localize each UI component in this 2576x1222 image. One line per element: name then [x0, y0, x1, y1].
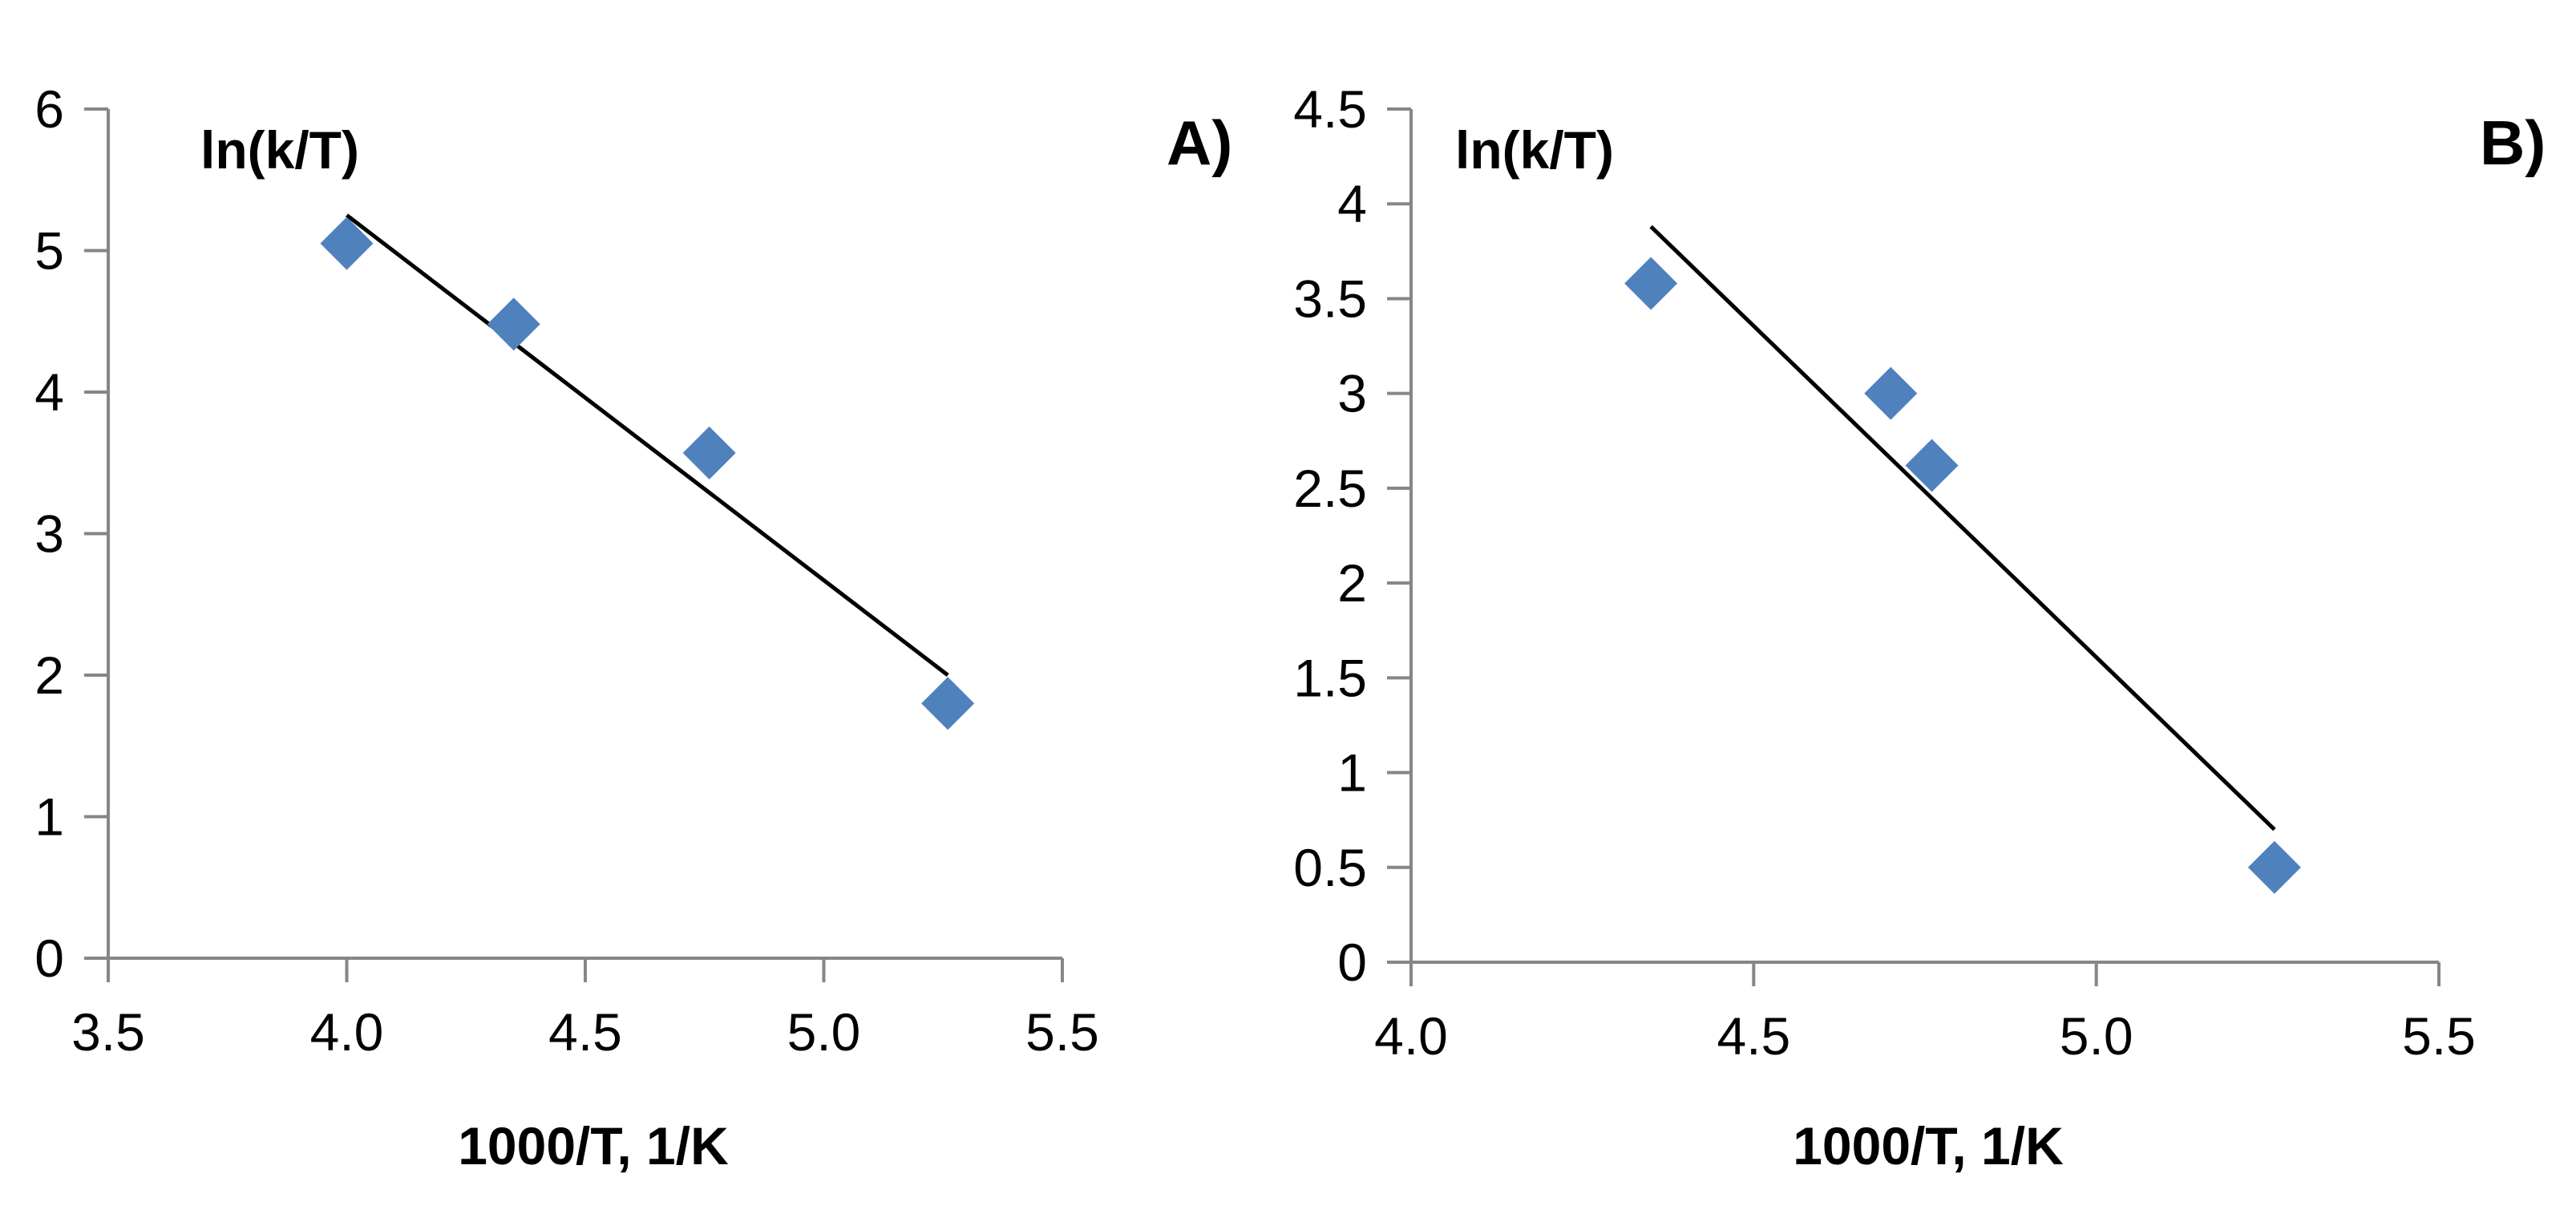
chart-a-x-tick-label: 5.0	[787, 1002, 861, 1062]
chart-b-y-ticks: 0 0.5 1 1.5 2 2.5 3 3.5 4 4.5	[1293, 79, 1411, 992]
chart-a-x-tick-label: 4.5	[548, 1002, 622, 1062]
chart-b-data-point	[1624, 257, 1678, 310]
chart-b-data-point	[1864, 366, 1918, 420]
chart-a-data-point	[320, 216, 374, 270]
chart-a-data-point	[487, 297, 540, 351]
chart-b-data-point	[2247, 840, 2301, 894]
chart-b-x-label: 1000/T, 1/K	[1793, 1116, 2064, 1175]
chart-b-y-tick-label: 4.5	[1293, 79, 1367, 139]
chart-b-x-tick-label: 4.0	[1374, 1006, 1448, 1066]
chart-a-x-tick-label: 3.5	[71, 1002, 145, 1062]
chart-a-x-ticks: 3.5 4.0 4.5 5.0 5.5	[71, 958, 1099, 1062]
chart-b-y-label: ln(k/T)	[1455, 120, 1614, 180]
chart-a-y-tick-label: 3	[34, 504, 64, 564]
chart-a-points	[320, 216, 975, 730]
chart-b-y-tick-label: 0	[1337, 933, 1367, 992]
chart-b-y-tick-label: 1.5	[1293, 648, 1367, 707]
chart-b-panel-label: B)	[2480, 107, 2546, 178]
chart-a: 0 1 2 3 4 5 6 3.5 4.0 4.5 5.0 5.5 ln(k/T) 1000/T, …	[34, 79, 1232, 1175]
chart-a-x-tick-label: 5.5	[1025, 1002, 1099, 1062]
chart-b-x-tick-label: 4.5	[1717, 1006, 1790, 1066]
chart-a-y-tick-label: 4	[34, 362, 64, 422]
chart-a-data-point	[921, 677, 975, 730]
chart-b-y-tick-label: 3.5	[1293, 269, 1367, 328]
chart-a-x-label: 1000/T, 1/K	[458, 1116, 729, 1175]
chart-b-y-tick-label: 0.5	[1293, 838, 1367, 897]
chart-b-y-tick-label: 4	[1337, 174, 1367, 233]
chart-b-trendline	[1649, 225, 2276, 832]
chart-b-x-tick-label: 5.5	[2402, 1006, 2476, 1066]
chart-a-y-tick-label: 1	[34, 787, 64, 847]
chart-b-y-tick-label: 3	[1337, 364, 1367, 423]
chart-a-data-point	[682, 426, 736, 479]
chart-a-y-tick-label: 2	[34, 645, 64, 705]
chart-a-y-tick-label: 0	[34, 929, 64, 988]
chart-b-x-ticks: 4.0 4.5 5.0 5.5	[1374, 962, 2476, 1066]
chart-b-y-tick-label: 1	[1337, 743, 1367, 803]
chart-b-points	[1624, 257, 2301, 894]
chart-a-y-tick-label: 5	[34, 221, 64, 281]
chart-a-panel-label: A)	[1167, 107, 1232, 178]
chart-b: 0 0.5 1 1.5 2 2.5 3 3.5 4 4.5 4.0 4.5 5.0 5.5 ln(k/T…	[1293, 79, 2546, 1175]
chart-a-y-tick-label: 6	[34, 79, 64, 139]
chart-a-x-tick-label: 4.0	[310, 1002, 384, 1062]
chart-b-x-tick-label: 5.0	[2060, 1006, 2133, 1066]
chart-a-y-label: ln(k/T)	[200, 120, 359, 180]
chart-b-data-point	[1905, 439, 1959, 492]
chart-a-trendline	[345, 213, 949, 677]
chart-a-y-ticks: 0 1 2 3 4 5 6	[34, 79, 108, 988]
chart-b-y-tick-label: 2.5	[1293, 459, 1367, 518]
chart-b-y-tick-label: 2	[1337, 553, 1367, 613]
